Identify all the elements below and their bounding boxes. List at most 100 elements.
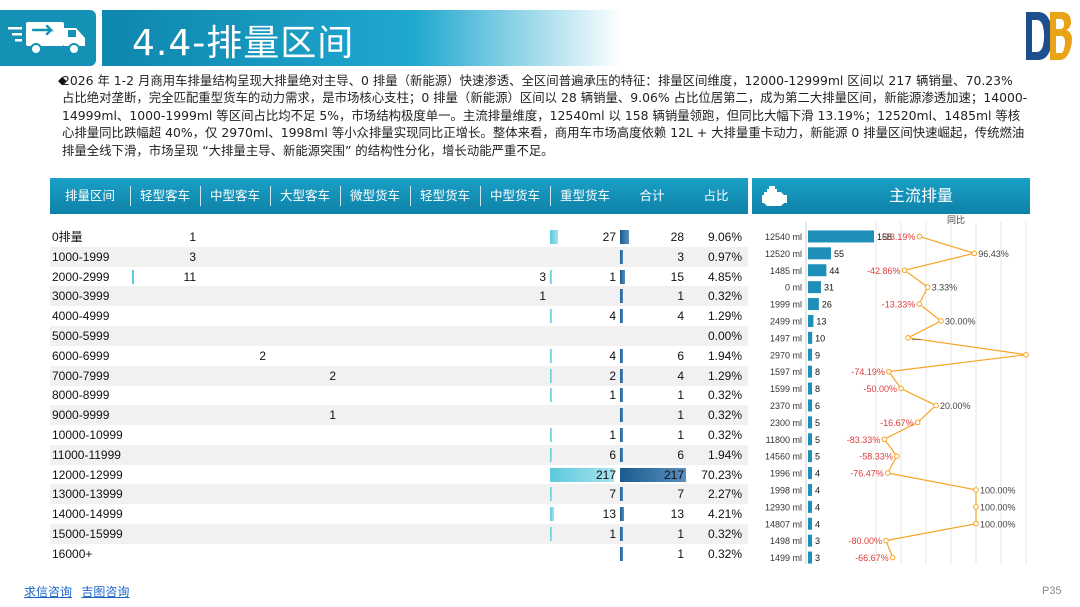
total-bar bbox=[620, 527, 623, 541]
table-row: 2000-2999 11 3 1 15 4.85% bbox=[50, 267, 748, 287]
share-cell: 0.32% bbox=[707, 428, 742, 442]
row-label: 10000-10999 bbox=[52, 428, 123, 442]
column-separator bbox=[340, 186, 341, 206]
yoy-label: -83.33% bbox=[847, 435, 881, 445]
column-separator bbox=[200, 186, 201, 206]
share-cell: 1.94% bbox=[707, 348, 742, 363]
volume-label: 5 bbox=[815, 435, 820, 445]
category-label: 1599 ml bbox=[770, 384, 802, 394]
total-bar bbox=[620, 546, 623, 561]
share-cell: 1.94% bbox=[707, 447, 742, 462]
category-label: 1597 ml bbox=[770, 367, 802, 377]
yoy-label: 3.33% bbox=[932, 283, 958, 293]
row-label: 8000-8999 bbox=[52, 388, 110, 403]
column-header: 合计 bbox=[639, 188, 665, 203]
table-cell: 4 bbox=[609, 309, 616, 324]
table-cell: 6 bbox=[609, 447, 616, 462]
row-label: 16000+ bbox=[52, 546, 93, 561]
share-cell: 0.32% bbox=[707, 289, 742, 304]
column-header: 大型客车 bbox=[279, 188, 330, 203]
mainstream-panel-header: 主流排量 bbox=[752, 178, 1030, 214]
column-header: 轻型货车 bbox=[419, 188, 470, 203]
total-cell: 6 bbox=[677, 447, 684, 462]
share-cell: 70.23% bbox=[701, 467, 742, 482]
row-label: 0排量 bbox=[52, 230, 83, 244]
intro-paragraph: 2026 年 1-2 月商用车排量结构呈现大排量绝对主导、0 排量（新能源）快速… bbox=[62, 73, 1028, 158]
yoy-point bbox=[973, 520, 979, 527]
yoy-point bbox=[883, 537, 889, 544]
volume-bar bbox=[808, 551, 812, 564]
table-row: 11000-11999 6 6 1.94% bbox=[50, 444, 748, 465]
share-cell: 0.32% bbox=[707, 388, 742, 403]
footer-link-jitu[interactable]: 吉图咨询 bbox=[81, 585, 130, 599]
yoy-point bbox=[898, 385, 904, 392]
total-cell: 13 bbox=[670, 507, 684, 522]
total-cell: 1 bbox=[677, 546, 684, 561]
total-cell: 6 bbox=[677, 348, 684, 363]
total-cell: 4 bbox=[677, 309, 684, 324]
yoy-label: -74.19% bbox=[851, 367, 885, 377]
volume-label: 3 bbox=[815, 553, 820, 563]
table-cell: 1 bbox=[189, 230, 196, 244]
header-title-bar bbox=[102, 10, 622, 66]
yoy-point bbox=[973, 487, 979, 493]
volume-label: 26 bbox=[822, 300, 832, 310]
column-separator bbox=[480, 186, 481, 206]
volume-label: 4 bbox=[815, 469, 820, 479]
volume-bar bbox=[808, 500, 812, 513]
mainstream-panel-title: 主流排量 bbox=[888, 186, 953, 205]
volume-bar bbox=[808, 483, 812, 496]
table-cell: 217 bbox=[595, 467, 616, 482]
yoy-point bbox=[916, 233, 923, 240]
footer-link-qiuxin[interactable]: 求信咨询 bbox=[24, 585, 73, 599]
category-label: 14807 ml bbox=[765, 519, 802, 529]
light-bus-bar bbox=[132, 269, 134, 284]
category-label: 12540 ml bbox=[765, 232, 802, 242]
category-label: 14560 ml bbox=[765, 452, 802, 462]
share-cell: 0.32% bbox=[707, 546, 742, 561]
share-cell: 4.21% bbox=[707, 507, 742, 522]
volume-bar bbox=[808, 365, 812, 378]
yoy-label: -80.00% bbox=[848, 536, 882, 546]
volume-label: 4 bbox=[815, 502, 820, 512]
yoy-point bbox=[916, 301, 923, 307]
row-label: 11000-11999 bbox=[52, 447, 121, 462]
total-cell: 1 bbox=[677, 428, 684, 442]
volume-bar bbox=[808, 382, 812, 395]
page-title: 4.4-排量区间 bbox=[132, 23, 355, 64]
table-cell: 3 bbox=[189, 249, 196, 264]
total-bar bbox=[620, 249, 623, 264]
volume-bar bbox=[808, 399, 812, 412]
table-header: 排量区间 轻型客车 中型客车 大型客车 微型货车 轻型货车 中型货车 重型货车 合计 占比 bbox=[50, 178, 748, 214]
yoy-series-label: 同比 bbox=[947, 214, 965, 226]
category-label: 1999 ml bbox=[770, 300, 802, 310]
total-cell: 4 bbox=[677, 368, 684, 383]
table-row: 1000-1999 3 3 0.97% bbox=[50, 246, 748, 267]
volume-label: 9 bbox=[815, 350, 820, 360]
share-cell: 1.29% bbox=[707, 368, 742, 383]
row-label: 9000-9999 bbox=[52, 408, 110, 423]
yoy-label: 100.00% bbox=[980, 519, 1016, 529]
total-cell: 28 bbox=[670, 230, 684, 244]
column-header: 中型货车 bbox=[489, 188, 540, 203]
yoy-label: 20.00% bbox=[940, 401, 971, 411]
table-cell: 2 bbox=[329, 368, 336, 383]
total-bar bbox=[620, 507, 624, 522]
table-row: 14000-14999 13 13 4.21% bbox=[50, 504, 748, 524]
yoy-point bbox=[971, 250, 978, 257]
volume-bar bbox=[808, 534, 812, 547]
yoy-point bbox=[1023, 351, 1029, 358]
yoy-point bbox=[905, 335, 911, 341]
total-bar bbox=[620, 309, 623, 324]
heavy-truck-bar bbox=[550, 527, 552, 541]
yoy-point bbox=[973, 504, 979, 510]
share-cell: 1.29% bbox=[707, 309, 742, 324]
row-label: 14000-14999 bbox=[52, 507, 123, 522]
yoy-label: -42.86% bbox=[867, 266, 901, 276]
volume-label: 4 bbox=[815, 485, 820, 495]
column-header: 微型货车 bbox=[349, 188, 400, 203]
table-row: 16000+ 1 0.32% bbox=[50, 544, 748, 564]
share-cell: 4.85% bbox=[707, 269, 742, 284]
table-row: 7000-7999 2 2 4 1.29% bbox=[50, 365, 748, 386]
heavy-truck-bar bbox=[550, 487, 553, 502]
